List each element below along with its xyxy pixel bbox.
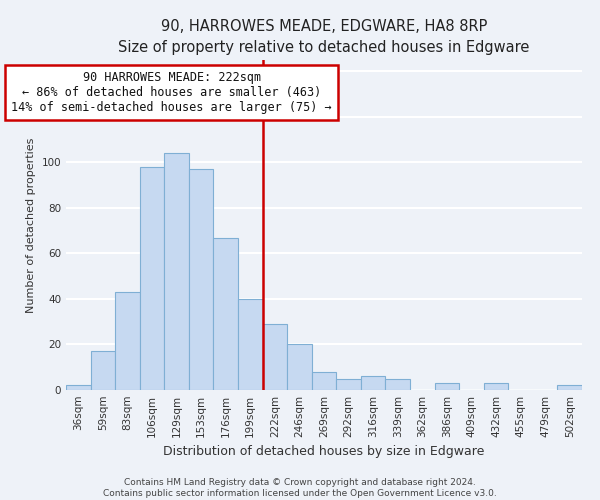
Bar (66, 386, 91, 390)
Bar (214, 238, 238, 390)
Bar (336, 378, 361, 390)
Bar (361, 376, 385, 390)
X-axis label: Distribution of detached houses by size in Edgware: Distribution of detached houses by size … (163, 446, 485, 458)
Bar (189, 169, 214, 390)
Bar (164, 154, 189, 390)
Bar (140, 167, 164, 390)
Bar (557, 386, 582, 390)
Bar (91, 352, 115, 390)
Bar (238, 299, 263, 390)
Y-axis label: Number of detached properties: Number of detached properties (26, 138, 36, 312)
Text: 90 HARROWES MEADE: 222sqm
← 86% of detached houses are smaller (463)
14% of semi: 90 HARROWES MEADE: 222sqm ← 86% of detac… (11, 72, 332, 114)
Bar (434, 383, 459, 390)
Text: Contains HM Land Registry data © Crown copyright and database right 2024.
Contai: Contains HM Land Registry data © Crown c… (103, 478, 497, 498)
Title: 90, HARROWES MEADE, EDGWARE, HA8 8RP
Size of property relative to detached house: 90, HARROWES MEADE, EDGWARE, HA8 8RP Siz… (118, 18, 530, 55)
Bar (385, 378, 410, 390)
Bar (484, 383, 508, 390)
Bar (263, 324, 287, 390)
Bar (115, 292, 140, 390)
Bar (312, 372, 336, 390)
Bar (287, 344, 312, 390)
